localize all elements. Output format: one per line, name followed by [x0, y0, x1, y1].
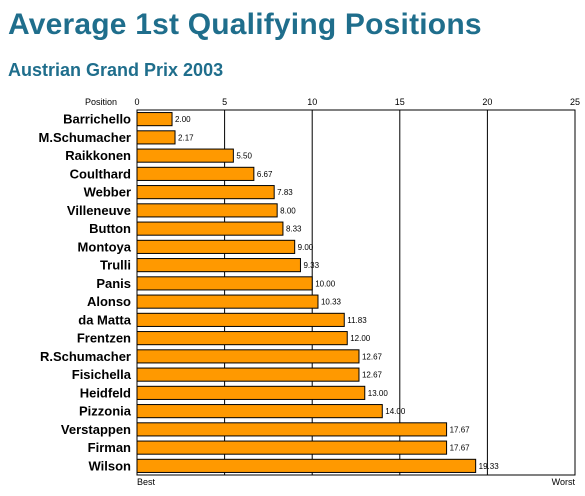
category-label: da Matta — [78, 312, 132, 327]
category-labels: Barrichello M.Schumacher Raikkonen Coulthar… — [39, 112, 132, 474]
x-axis-title: Position — [85, 97, 117, 107]
bar — [136, 422, 448, 437]
value-label: 2.17 — [178, 133, 194, 142]
bar — [136, 185, 275, 200]
category-label: R.Schumacher — [40, 349, 131, 364]
chart-title: Average 1st Qualifying Positions — [8, 8, 482, 41]
value-label: 2.00 — [175, 115, 191, 124]
value-label: 19.33 — [479, 462, 500, 471]
bar — [136, 239, 296, 254]
value-label: 6.67 — [257, 170, 273, 179]
value-label: 11.83 — [347, 316, 367, 325]
bar — [136, 221, 284, 236]
x-tick-label: 10 — [307, 97, 317, 107]
category-label: Verstappen — [61, 422, 131, 437]
value-label: 17.67 — [450, 425, 471, 434]
value-label: 12.67 — [362, 371, 383, 380]
chart-subtitle: Austrian Grand Prix 2003 — [8, 60, 224, 80]
value-label: 9.00 — [298, 243, 314, 252]
value-label: 12.00 — [350, 334, 371, 343]
bar — [136, 112, 173, 127]
bar — [136, 458, 477, 473]
axis-max-label: Worst — [552, 477, 576, 487]
bar — [136, 385, 366, 400]
value-label: 13.00 — [368, 389, 389, 398]
bar — [136, 276, 313, 291]
value-label: 17.67 — [450, 444, 471, 453]
category-label: Wilson — [89, 458, 132, 473]
bar — [136, 404, 383, 419]
category-label: Button — [89, 221, 131, 236]
value-label: 8.00 — [280, 206, 296, 215]
category-label: Villeneuve — [67, 203, 131, 218]
value-label: 10.33 — [321, 298, 342, 307]
category-label: Webber — [84, 185, 131, 200]
value-label: 5.50 — [236, 152, 252, 161]
value-label: 8.33 — [286, 225, 302, 234]
bar — [136, 367, 360, 382]
x-tick-label: 20 — [482, 97, 492, 107]
value-label: 12.67 — [362, 352, 383, 361]
category-label: Frentzen — [77, 331, 131, 346]
category-label: Trulli — [100, 258, 131, 273]
category-label: Coulthard — [70, 166, 131, 181]
value-labels: 2.00 2.17 5.50 6.67 7.83 8.00 8.33 9.00 9.33 10.0… — [175, 115, 499, 471]
bar — [136, 130, 176, 145]
category-label: Heidfeld — [80, 385, 131, 400]
x-tick-label: 25 — [570, 97, 580, 107]
category-label: Panis — [96, 276, 131, 291]
value-label: 9.33 — [303, 261, 319, 270]
bar — [136, 166, 255, 181]
category-label: Barrichello — [63, 112, 131, 127]
category-label: Firman — [88, 440, 131, 455]
x-tick-label: 5 — [222, 97, 227, 107]
bar — [136, 148, 234, 163]
bar — [136, 331, 348, 346]
category-label: Alonso — [87, 294, 131, 309]
bar — [136, 203, 278, 218]
bars — [136, 112, 477, 473]
bar — [136, 294, 319, 309]
bar — [136, 349, 360, 364]
x-axis-ticks: 0 5 10 15 20 25 — [134, 97, 580, 107]
plot-area — [136, 109, 576, 476]
value-label: 14.00 — [385, 407, 406, 416]
category-label: Fisichella — [72, 367, 132, 382]
category-label: M.Schumacher — [39, 130, 131, 145]
x-tick-label: 15 — [395, 97, 405, 107]
value-label: 10.00 — [315, 279, 336, 288]
bar — [136, 440, 448, 455]
value-label: 7.83 — [277, 188, 293, 197]
bar — [136, 312, 345, 327]
category-label: Raikkonen — [65, 148, 131, 163]
axis-min-label: Best — [137, 477, 156, 487]
bar — [136, 258, 301, 273]
category-label: Montoya — [78, 239, 132, 254]
x-tick-label: 0 — [134, 97, 139, 107]
category-label: Pizzonia — [79, 404, 132, 419]
